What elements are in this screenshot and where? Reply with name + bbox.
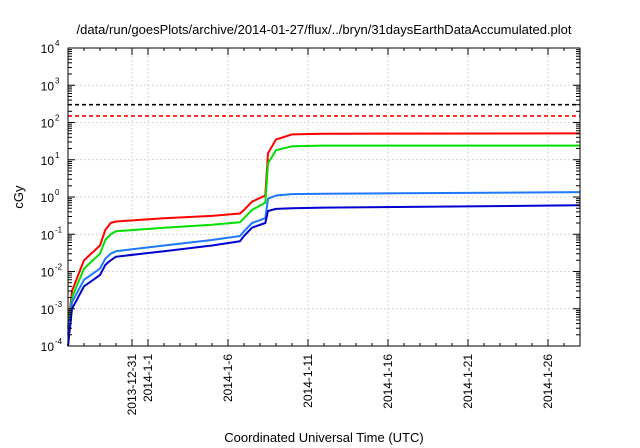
threshold-lines [68, 103, 580, 117]
y-tick-label: 10 [41, 154, 55, 168]
y-tick-label: 10 [41, 79, 55, 93]
y-tick-exponent: 3 [55, 76, 60, 85]
x-tick-label: 2014-1-21 [461, 354, 475, 409]
x-axis-label: Coordinated Universal Time (UTC) [224, 430, 423, 445]
x-tick-label: 2014-1-16 [381, 354, 395, 409]
y-tick-label: 10 [41, 228, 55, 242]
y-tick-exponent: -2 [55, 263, 63, 272]
y-tick-label: 10 [41, 191, 55, 205]
y-tick-label: 10 [41, 266, 55, 280]
y-tick-exponent: -3 [55, 300, 63, 309]
y-tick-label: 10 [41, 340, 55, 354]
series-line [67, 191, 581, 335]
y-tick-label: 10 [41, 117, 55, 131]
series-line [67, 132, 581, 329]
y-tick-label: 10 [41, 42, 55, 56]
y-tick-exponent: 4 [55, 39, 60, 48]
x-tick-label: 2014-1-11 [301, 354, 315, 408]
x-tick-label: 2014-1-6 [221, 354, 235, 402]
series-line [67, 204, 581, 347]
y-tick-exponent: 2 [55, 114, 60, 123]
y-tick-exponent: -1 [55, 225, 63, 234]
chart-title: /data/run/goesPlots/archive/2014-01-27/f… [76, 22, 571, 37]
series-lines [67, 132, 581, 347]
grid [68, 48, 580, 346]
series-line [67, 144, 580, 329]
x-tick-label: 2014-1-1 [141, 354, 155, 402]
y-tick-exponent: -4 [55, 337, 63, 346]
x-tick-label: 2014-1-26 [541, 354, 555, 409]
y-axis-label: cGy [11, 185, 26, 209]
y-tick-exponent: 1 [55, 151, 60, 160]
x-tick-label: 2013-12-31 [125, 354, 139, 416]
y-tick-label: 10 [41, 303, 55, 317]
x-axis: 2013-12-31 2014-1-1 2014-1-6 2014-1-11 2014-… [67, 48, 581, 416]
y-tick-exponent: 0 [55, 188, 60, 197]
